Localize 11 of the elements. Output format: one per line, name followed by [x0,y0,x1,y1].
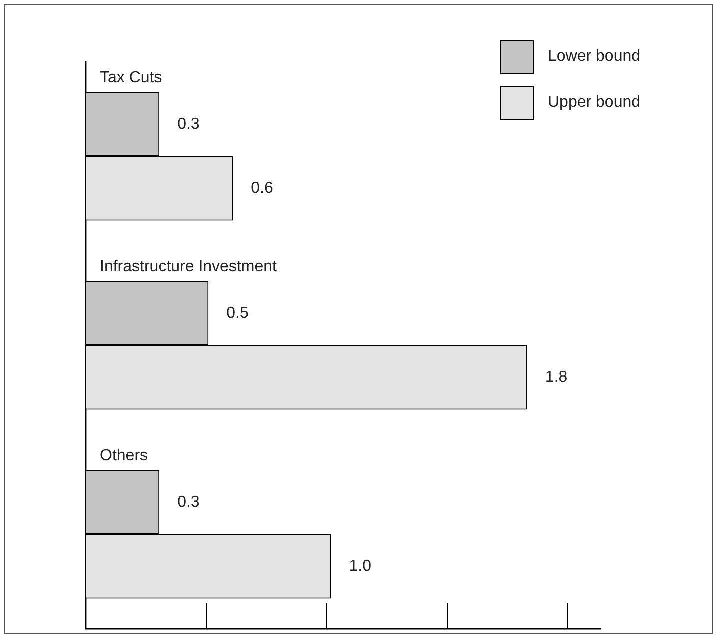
data-label: 0.5 [226,304,249,322]
data-label: 0.3 [178,494,200,511]
legend-label: Upper bound [548,94,641,112]
data-label: 0.3 [178,116,200,133]
y-tick-label: Others [100,448,148,465]
legend-label: Lower bound [548,48,641,66]
y-tick-label: Tax Cuts [100,70,162,87]
data-label: 0.6 [251,180,274,198]
data-label: 1.0 [349,558,372,576]
y-tick-label: Infrastructure Investment [100,258,278,276]
data-label: 1.8 [545,369,568,386]
